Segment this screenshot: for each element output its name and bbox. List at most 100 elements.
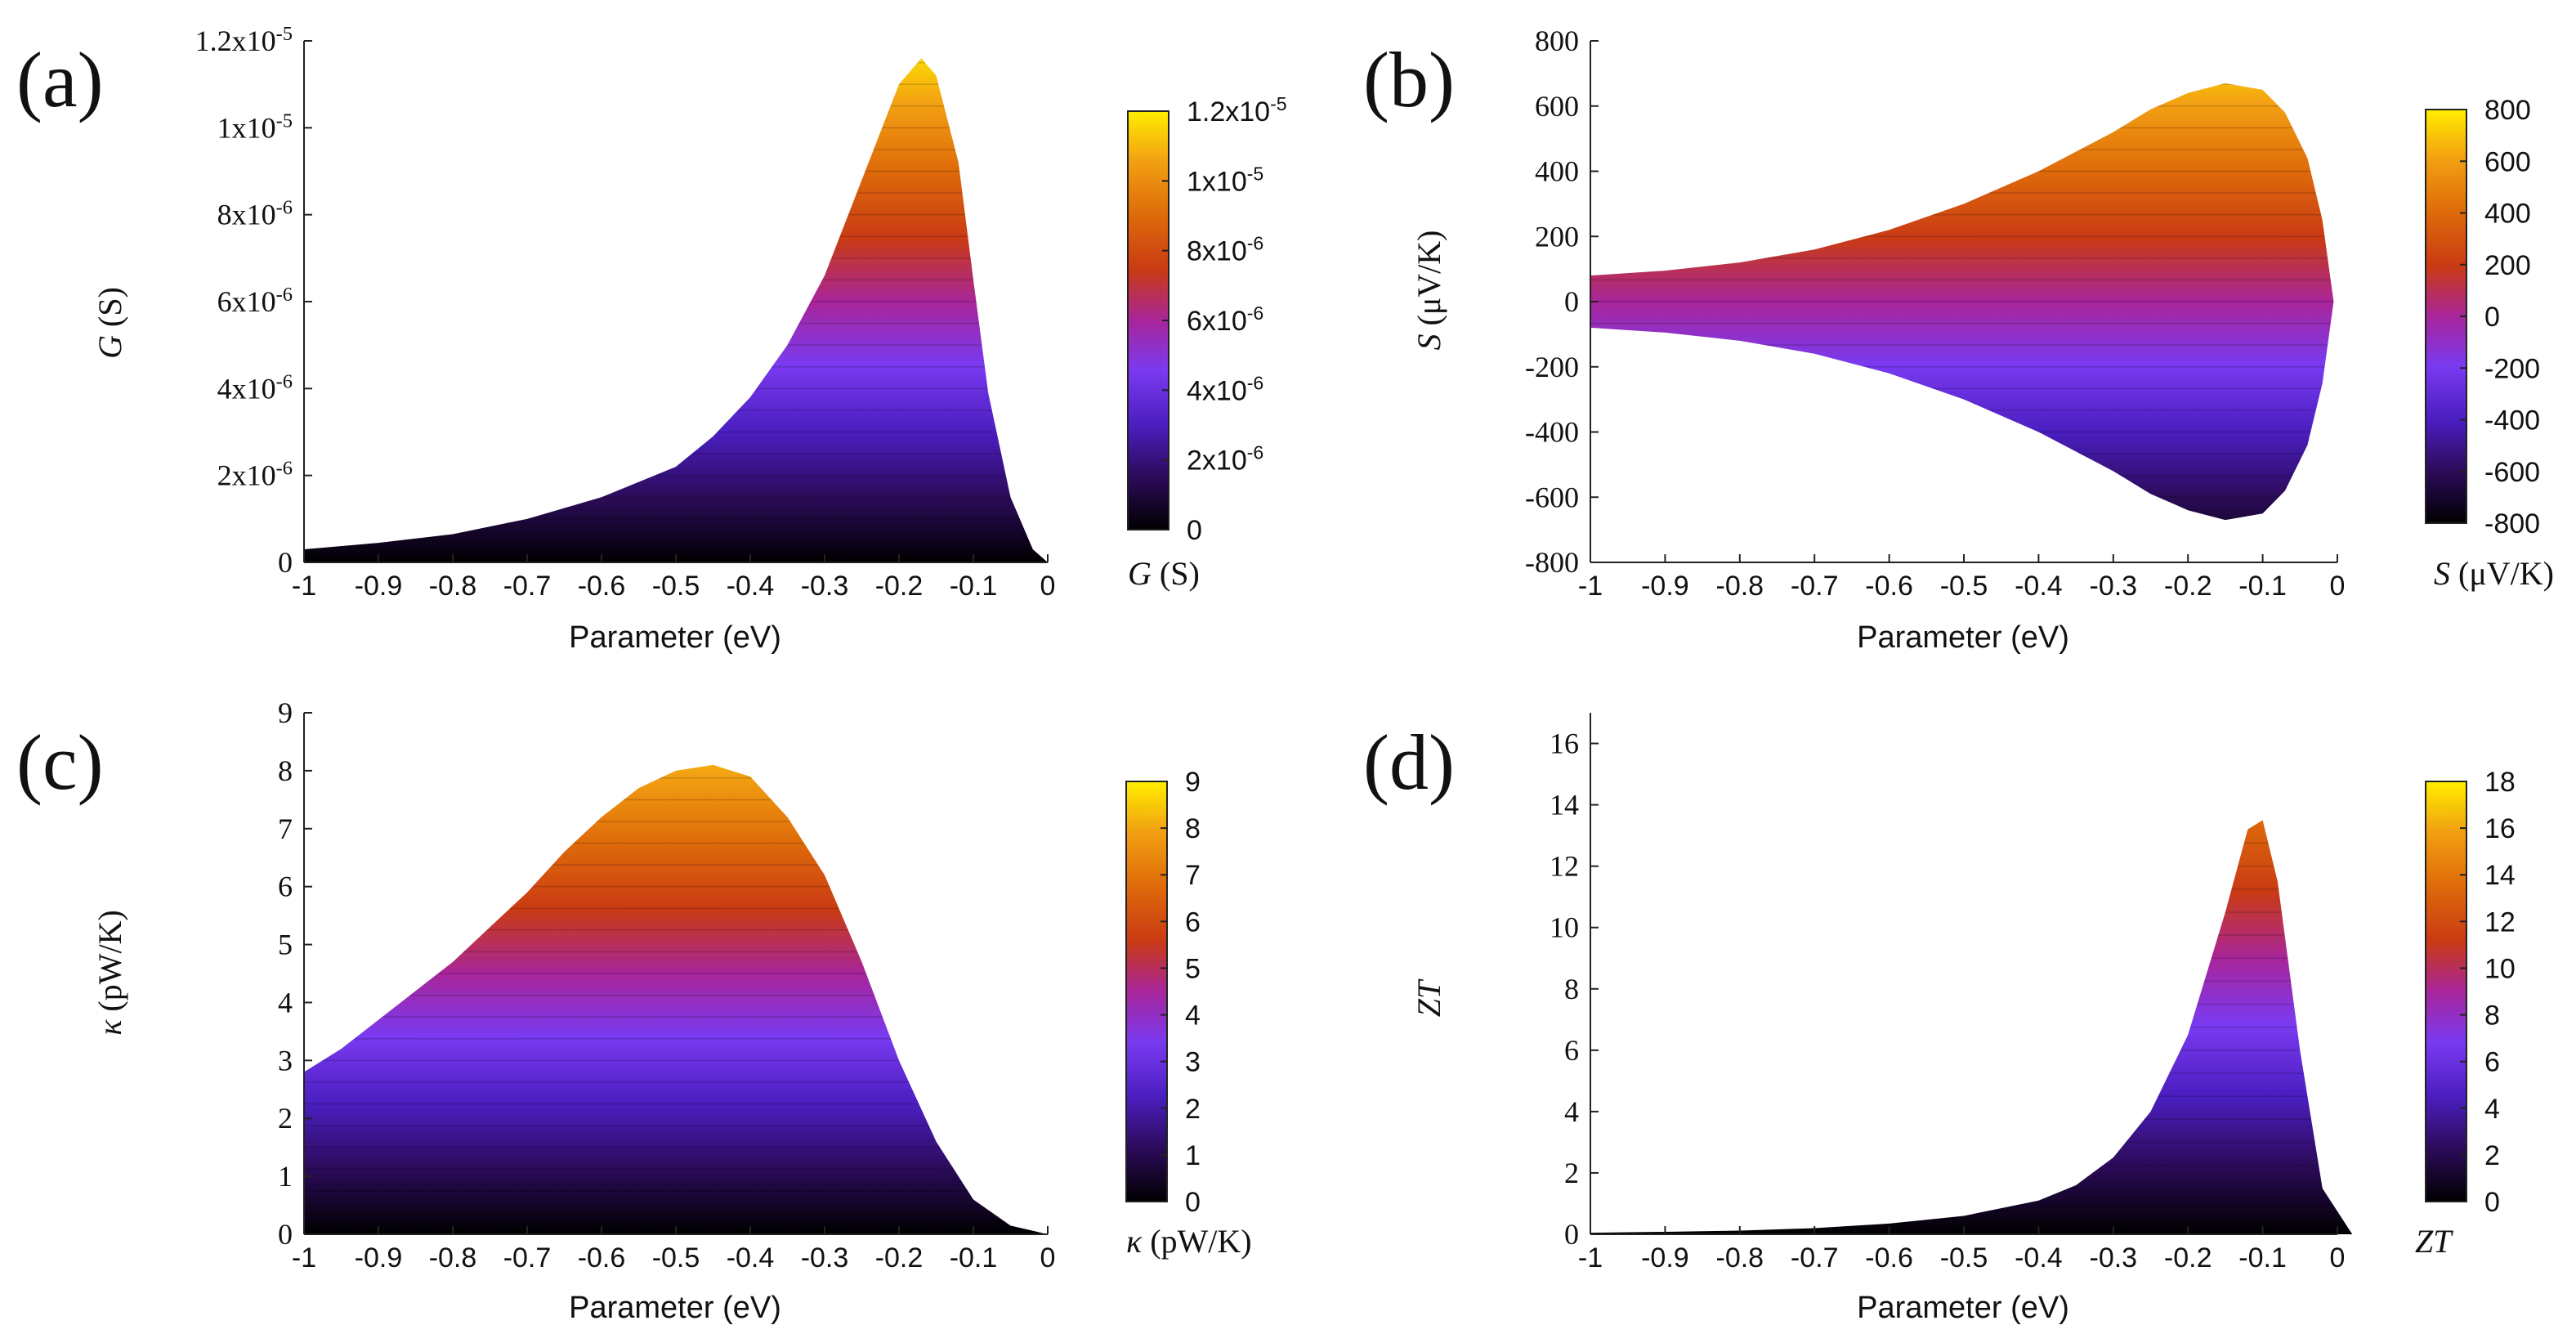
colorbar-tick-label: 6x10-6 [1187, 302, 1263, 337]
plot-area-c: 0 1 2 3 4 5 6 7 8 9 -1 -0.9 -0.8 -0.7 -0.6 -0.5 -0.4 -0.3… [278, 696, 1201, 1274]
y-tick-label: 6x10-6 [217, 284, 293, 319]
colorbar-tick-label: 6 [1185, 907, 1201, 938]
colorbar-tick-label: 9 [1185, 767, 1201, 798]
y-axis-label-b: S (μV/K) [1411, 231, 1447, 351]
panel-b: (b) S (μV/K) Parameter (eV) S (μV/K) -80… [1363, 25, 2554, 655]
colorbar-title-a: G (S) [1128, 555, 1200, 592]
y-tick-label: 0 [278, 1218, 293, 1251]
panel-letter-d: (d) [1363, 719, 1455, 806]
colorbar-tick-label: 0 [2484, 1187, 2500, 1218]
x-tick-label: -0.7 [1791, 1242, 1839, 1274]
colorbar-tick-label: 200 [2484, 250, 2531, 281]
x-tick-label: -0.1 [950, 571, 998, 602]
colorbar-tick-label: 4x10-6 [1187, 372, 1263, 406]
x-tick-label: -0.2 [2164, 571, 2212, 602]
colorbar-tick-label: 1x10-5 [1187, 163, 1263, 197]
x-tick-label: -0.4 [727, 571, 775, 602]
colorbar-d [2425, 781, 2467, 1202]
colorbar-tick-label: -400 [2484, 405, 2540, 436]
x-axis-label-c: Parameter (eV) [569, 1291, 781, 1325]
colorbar-tick-label: 400 [2484, 199, 2531, 230]
x-tick-label: -0.5 [652, 1242, 700, 1274]
y-tick-label: 600 [1535, 90, 1579, 123]
colorbar-b [2425, 109, 2467, 524]
x-tick-label: 0 [2330, 1242, 2346, 1274]
y-tick-label: 4 [1564, 1095, 1579, 1128]
y-tick-label: 5 [278, 929, 293, 961]
x-tick-label: -0.5 [1940, 571, 1988, 602]
colorbar-tick-label: -600 [2484, 457, 2540, 488]
x-tick-label: 0 [1040, 1242, 1056, 1274]
panel-d: (d) ZT Parameter (eV) ZT 0 2 4 6 8 10 12 14 16 -1… [1363, 713, 2516, 1325]
x-tick-label: -0.9 [1641, 571, 1689, 602]
colorbar-tick-label: 8 [1185, 813, 1201, 844]
y-tick-label: 400 [1535, 155, 1579, 188]
colorbar-tick-label: 16 [2484, 813, 2516, 844]
x-tick-label: -0.5 [1940, 1242, 1988, 1274]
colorbar-tick-label: 0 [1185, 1187, 1201, 1218]
colorbar-tick-label: 12 [2484, 907, 2516, 938]
x-tick-label: -0.6 [1865, 1242, 1913, 1274]
x-tick-label: -0.4 [2015, 571, 2063, 602]
x-tick-label: -1 [292, 571, 316, 602]
x-tick-label: -0.9 [1641, 1242, 1689, 1274]
colorbar-tick-label: 4 [2484, 1094, 2500, 1125]
panel-c: (c) κ (pW/K) Parameter (eV) κ (pW/K) 0 1 2… [16, 696, 1252, 1325]
colorbar-tick-label: 7 [1185, 860, 1201, 891]
x-tick-label: -0.3 [2090, 1242, 2138, 1274]
x-tick-label: -0.6 [578, 571, 626, 602]
y-tick-label: 16 [1550, 727, 1579, 760]
y-tick-label: 4 [278, 986, 293, 1018]
y-tick-label: 800 [1535, 25, 1579, 57]
colorbar-title-b: S (μV/K) [2434, 555, 2554, 592]
colorbar-tick-label: 800 [2484, 95, 2531, 126]
colorbar-tick-label: 10 [2484, 953, 2516, 984]
colorbar-tick-label: 6 [2484, 1047, 2500, 1078]
x-tick-label: -0.1 [950, 1242, 998, 1274]
colorbar-tick-label: 5 [1185, 953, 1201, 984]
y-tick-label: -800 [1525, 546, 1579, 579]
y-tick-label: 3 [278, 1044, 293, 1077]
surface-area-d [1590, 820, 2353, 1234]
colorbar-tick-label: 18 [2484, 767, 2516, 798]
x-tick-label: -0.9 [355, 1242, 403, 1274]
x-tick-label: -0.4 [2015, 1242, 2063, 1274]
y-tick-label: -200 [1525, 351, 1579, 383]
y-tick-label: 8 [278, 754, 293, 787]
panel-a: (a) G (S) Parameter (eV) G (S) 0 2x10-6 4x… [16, 23, 1287, 656]
x-tick-label: -0.1 [2238, 1242, 2287, 1274]
x-tick-label: -0.4 [727, 1242, 775, 1274]
surface-area-b [1590, 83, 2334, 521]
y-tick-label: 2 [278, 1102, 293, 1135]
colorbar-tick-label: 2 [2484, 1140, 2500, 1171]
colorbar-tick-label: 600 [2484, 146, 2531, 177]
x-tick-label: 0 [1040, 571, 1056, 602]
surface-area-a [304, 58, 1048, 563]
y-tick-label: 4x10-6 [217, 370, 293, 405]
colorbar-tick-label: 2x10-6 [1187, 442, 1263, 477]
y-axis-label-c: κ (pW/K) [92, 910, 128, 1036]
y-tick-label: 9 [278, 696, 293, 729]
y-tick-label: 1 [278, 1160, 293, 1193]
x-tick-label: -0.7 [503, 571, 552, 602]
x-tick-label: -0.3 [2090, 571, 2138, 602]
x-tick-label: -0.8 [429, 1242, 477, 1274]
x-tick-label: -0.8 [429, 571, 477, 602]
colorbar-tick-label: 0 [1187, 515, 1202, 546]
x-tick-label: -1 [292, 1242, 316, 1274]
panel-letter-b: (b) [1363, 36, 1455, 123]
x-tick-label: -0.6 [578, 1242, 626, 1274]
y-tick-label: 7 [278, 813, 293, 845]
x-tick-label: -0.1 [2238, 571, 2287, 602]
panel-letter-c: (c) [16, 719, 104, 806]
y-tick-label: 8 [1564, 973, 1579, 1005]
x-tick-label: 0 [2330, 571, 2346, 602]
colorbar-tick-label: 8x10-6 [1187, 233, 1263, 267]
y-tick-label: 14 [1550, 789, 1579, 821]
x-axis-label-d: Parameter (eV) [1857, 1291, 2069, 1325]
colorbar-tick-label: 4 [1185, 1001, 1201, 1032]
x-tick-label: -0.2 [875, 1242, 924, 1274]
